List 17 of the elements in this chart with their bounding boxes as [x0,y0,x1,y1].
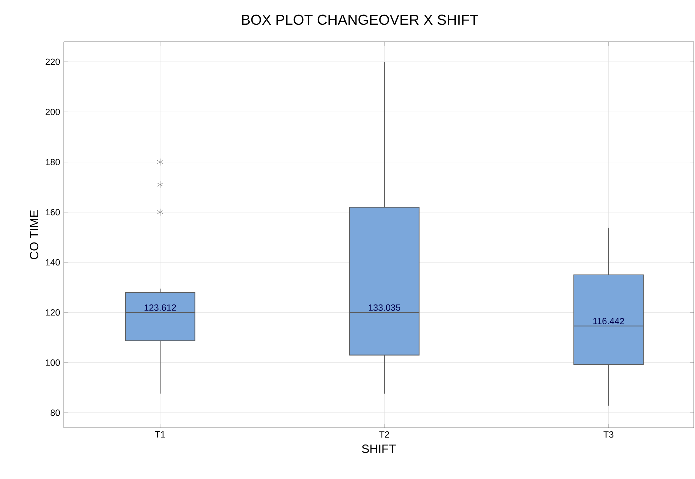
y-tick-label: 220 [46,58,60,66]
y-tick-label: 80 [50,410,60,416]
y-tick-label: 200 [46,108,60,116]
y-tick-label: 180 [46,159,60,166]
x-tick-label: T2 [380,432,390,438]
y-tick-label: 120 [46,310,60,316]
annotation: 123.612 [144,304,176,312]
y-tick-label: 140 [46,259,60,266]
chart-title: BOX PLOT CHANGEOVER X SHIFT [242,14,478,26]
annotation: 133.035 [369,304,400,312]
x-tick-label: T3 [604,432,614,438]
annotation: 116.442 [594,318,624,325]
x-tick-label: T1 [155,432,166,438]
y-tick-label: 160 [46,209,60,216]
x-axis-title: SHIFT [362,444,396,454]
y-tick-label: 100 [46,360,60,366]
y-axis-title: CO TIME [30,210,39,260]
